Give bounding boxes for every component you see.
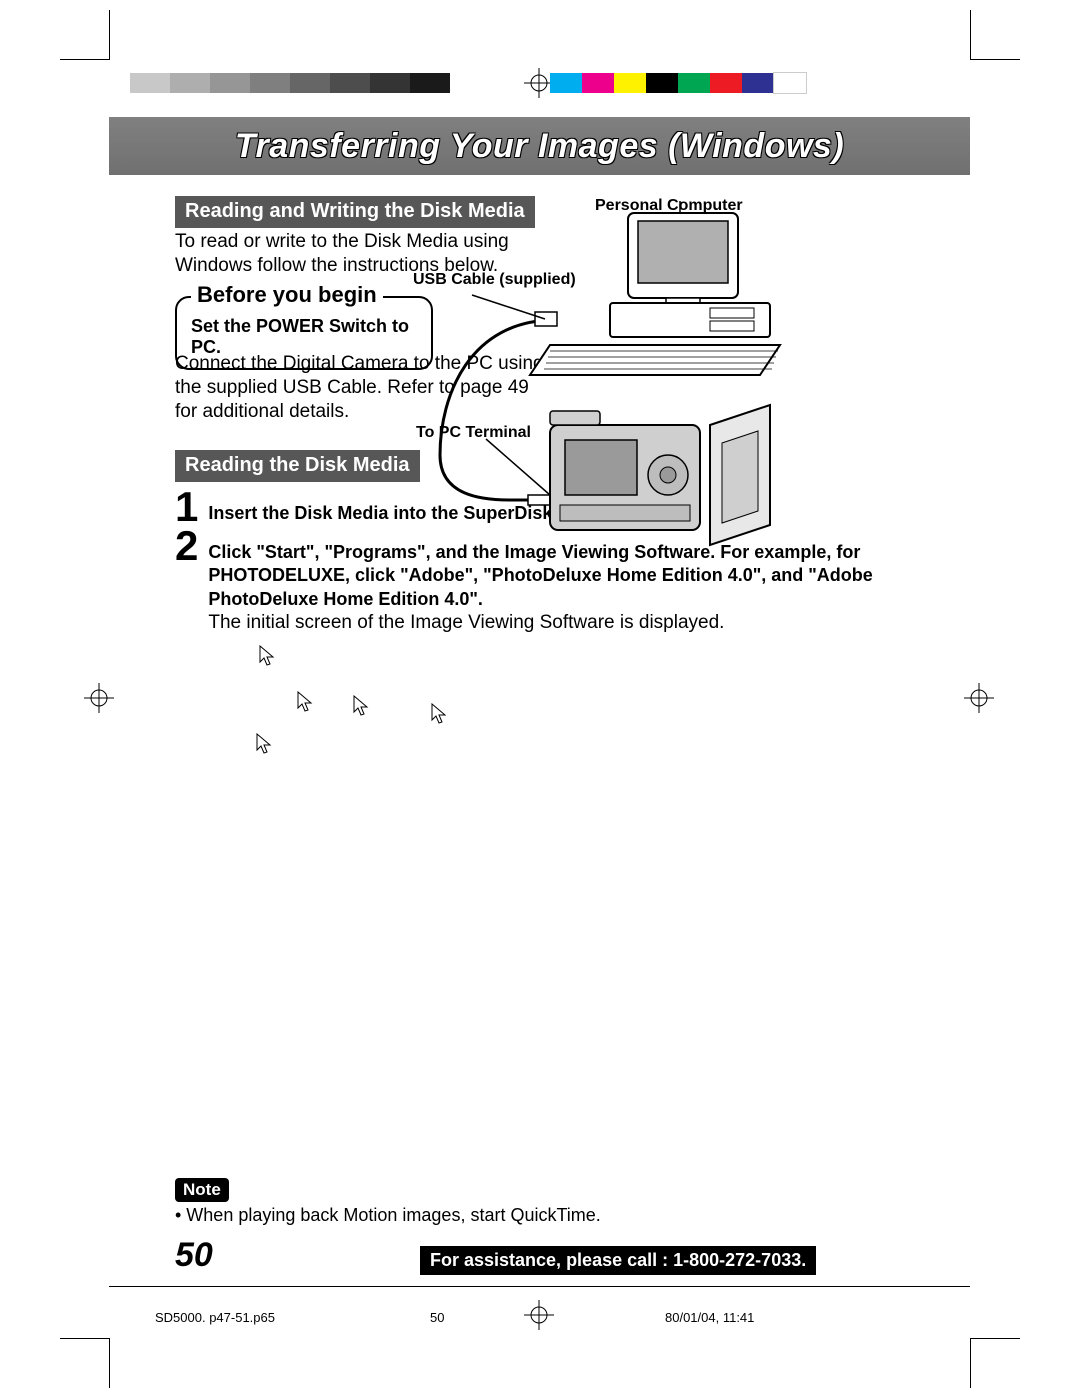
footer-filename: SD5000. p47-51.p65 xyxy=(155,1310,275,1325)
section-heading-read: Reading the Disk Media xyxy=(175,450,420,482)
crop-mark xyxy=(970,59,1020,60)
calibration-swatch xyxy=(646,73,678,93)
calibration-swatch xyxy=(350,73,370,93)
calibration-swatch xyxy=(330,73,350,93)
calibration-swatch xyxy=(390,73,410,93)
before-legend: Before you begin xyxy=(191,282,383,308)
cursor-arrow-icon xyxy=(297,691,313,713)
footer-rule xyxy=(109,1286,970,1287)
calibration-swatch xyxy=(210,73,230,93)
calibration-swatch xyxy=(410,73,430,93)
calibration-swatch xyxy=(270,73,290,93)
step-2-normal: The initial screen of the Image Viewing … xyxy=(208,612,724,633)
step-number: 2 xyxy=(175,525,198,567)
calibration-swatch xyxy=(742,73,774,93)
footer-date: 80/01/04, 11:41 xyxy=(665,1310,754,1325)
connection-diagram xyxy=(410,195,920,615)
note-section: Note xyxy=(175,1178,229,1202)
calibration-swatch xyxy=(230,73,250,93)
registration-mark-icon xyxy=(524,1300,554,1330)
calibration-swatch xyxy=(190,73,210,93)
color-calibration-bar xyxy=(550,73,806,93)
diagram-label-pc: Personal Computer xyxy=(595,197,743,215)
diagram-label-terminal: To PC Terminal xyxy=(416,424,531,442)
crop-mark xyxy=(60,59,110,60)
crop-mark xyxy=(109,10,110,60)
grayscale-calibration-bar xyxy=(130,73,450,93)
calibration-swatch xyxy=(582,73,614,93)
footer-page: 50 xyxy=(430,1310,444,1325)
cursor-arrow-icon xyxy=(353,695,369,717)
registration-mark-icon xyxy=(964,683,994,713)
cursor-arrow-icon xyxy=(256,733,272,755)
calibration-swatch xyxy=(250,73,270,93)
crop-mark xyxy=(970,1338,1020,1339)
page-number: 50 xyxy=(175,1236,213,1275)
assistance-bar: For assistance, please call : 1-800-272-… xyxy=(420,1246,816,1275)
calibration-swatch xyxy=(130,73,150,93)
crop-mark xyxy=(109,1338,110,1388)
diagram-label-usb: USB Cable (supplied) xyxy=(413,271,576,289)
cursor-arrow-icon xyxy=(259,645,275,667)
crop-mark xyxy=(970,10,971,60)
calibration-swatch xyxy=(170,73,190,93)
calibration-swatch xyxy=(290,73,310,93)
calibration-swatch xyxy=(550,73,582,93)
crop-mark xyxy=(970,1338,971,1388)
crop-mark xyxy=(60,1338,110,1339)
section-heading-text: Reading the Disk Media xyxy=(175,450,420,482)
calibration-swatch xyxy=(310,73,330,93)
page: Transferring Your Images (Windows) Readi… xyxy=(0,0,1080,1397)
calibration-swatch xyxy=(774,73,806,93)
registration-mark-icon xyxy=(84,683,114,713)
calibration-swatch xyxy=(370,73,390,93)
calibration-swatch xyxy=(150,73,170,93)
calibration-swatch xyxy=(614,73,646,93)
note-label: Note xyxy=(175,1178,229,1202)
page-title-banner: Transferring Your Images (Windows) xyxy=(109,117,970,175)
calibration-swatch xyxy=(430,73,450,93)
calibration-swatch xyxy=(678,73,710,93)
note-text: • When playing back Motion images, start… xyxy=(175,1204,895,1227)
calibration-swatch xyxy=(710,73,742,93)
cursor-arrow-icon xyxy=(431,703,447,725)
page-title: Transferring Your Images (Windows) xyxy=(235,127,844,166)
